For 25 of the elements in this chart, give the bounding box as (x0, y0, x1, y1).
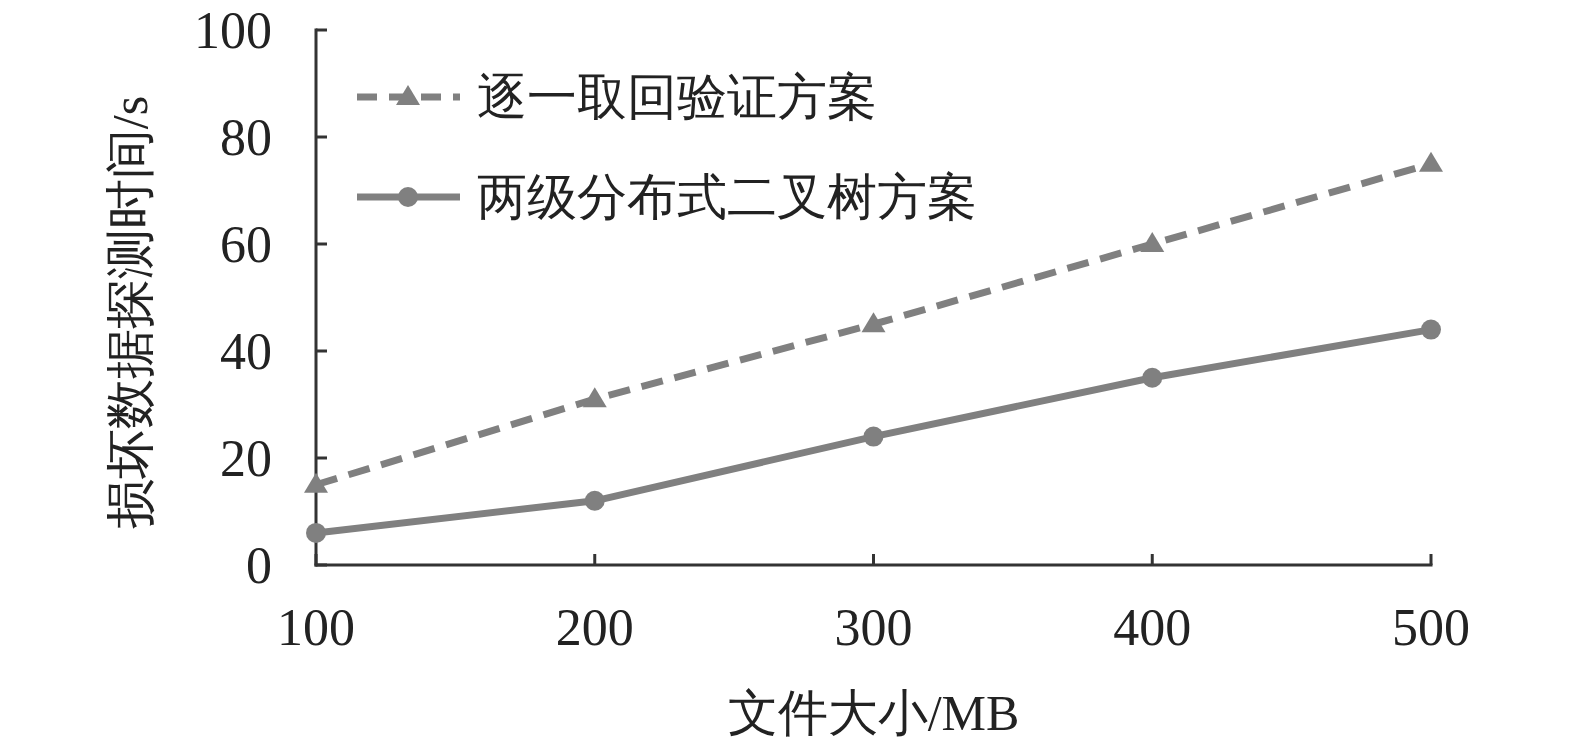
point (863, 426, 884, 447)
point (1419, 151, 1443, 172)
y-tick-label: 100 (194, 1, 272, 59)
y-axis-title: 损坏数据探测时间/s (102, 95, 158, 530)
y-tick-label: 80 (220, 108, 272, 166)
legend-label: 两级分布式二叉树方案 (477, 169, 977, 225)
point (1421, 319, 1441, 340)
point (1140, 232, 1165, 252)
x-tick-label: 200 (555, 598, 634, 656)
legend-label: 逐一取回验证方案 (477, 69, 877, 125)
point (584, 490, 605, 511)
point (582, 387, 607, 408)
x-tick-label: 400 (1113, 598, 1192, 656)
x-tick-label: 100 (277, 598, 355, 656)
y-tick-label: 40 (220, 322, 272, 380)
x-tick-label: 500 (1392, 598, 1470, 656)
x-tick-label: 300 (834, 598, 913, 656)
y-tick-label: 60 (220, 215, 272, 273)
y-tick-label: 20 (220, 429, 272, 487)
y-tick-label: 0 (246, 536, 272, 594)
point (1142, 367, 1163, 388)
point (861, 312, 886, 333)
x-axis-title: 文件大小/MB (727, 685, 1020, 741)
point (304, 472, 328, 493)
point (306, 522, 326, 543)
